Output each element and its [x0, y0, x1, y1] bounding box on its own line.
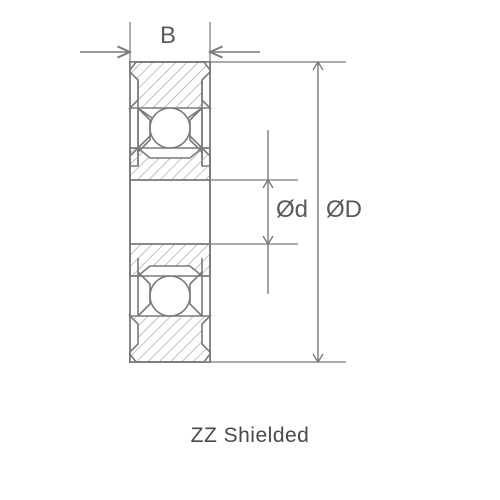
inner-race-top	[130, 148, 210, 180]
diagram-caption: ZZ Shielded	[191, 424, 310, 448]
dim-label-D: ØD	[326, 196, 362, 224]
outer-race-top	[130, 62, 210, 108]
dim-label-d: Ød	[276, 196, 308, 224]
ball-bottom	[150, 276, 190, 316]
outer-race-bottom	[130, 316, 210, 362]
ball-top	[150, 108, 190, 148]
dim-label-b: B	[160, 22, 176, 50]
inner-race-bottom	[130, 244, 210, 276]
